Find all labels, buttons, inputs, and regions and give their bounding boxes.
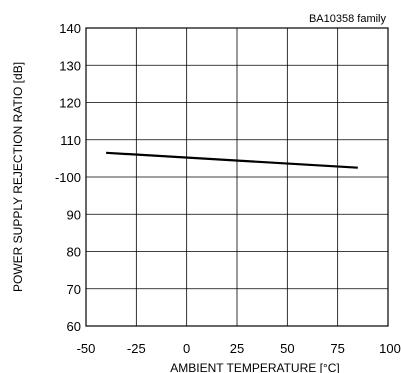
y-axis-label: POWER SUPPLY REJECTION RATIO [dB]: [11, 62, 25, 292]
x-tick-label: -50: [77, 341, 96, 356]
x-tick-label: 100: [379, 341, 401, 356]
series-line: [106, 151, 358, 169]
y-tick-label: 90: [67, 207, 81, 222]
y-tick-label: 70: [67, 282, 81, 297]
grid: [86, 28, 388, 326]
y-tick-label: 60: [67, 319, 81, 334]
y-tick-label: 130: [59, 58, 81, 73]
family-annotation: BA10358 family: [309, 13, 387, 25]
y-tick-label: -100: [55, 170, 81, 185]
x-tick-label: 25: [230, 341, 244, 356]
x-tick-label: 50: [280, 341, 294, 356]
x-tick-label: 75: [330, 341, 344, 356]
x-tick-labels: -50 -25 0 25 50 75 100: [77, 341, 401, 356]
y-tick-labels: 60 70 80 90 -100 110 120 130 140: [55, 21, 81, 334]
x-axis-label: AMBIENT TEMPERATURE [°C]: [170, 361, 340, 373]
x-tick-label: -25: [127, 341, 146, 356]
x-tick-label: 0: [183, 341, 190, 356]
plot-frame: [85, 27, 389, 327]
y-tick-label: 110: [60, 133, 81, 148]
y-tick-label: 80: [67, 245, 81, 260]
y-tick-label: 120: [59, 96, 81, 111]
y-tick-label: 140: [59, 21, 81, 36]
